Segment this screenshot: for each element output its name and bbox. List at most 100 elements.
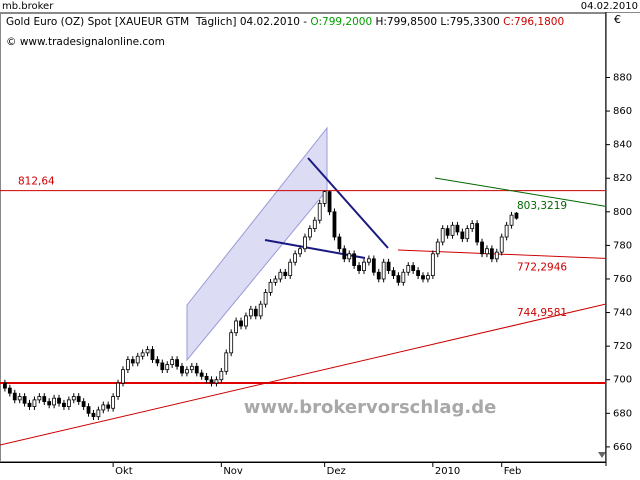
y-tick-label: 760: [613, 274, 632, 285]
candle-body: [32, 399, 37, 407]
y-tick-label: 880: [613, 72, 632, 83]
candle-body: [317, 203, 322, 221]
candle-body: [7, 387, 12, 394]
candle-body: [450, 224, 455, 236]
candle-body: [189, 365, 194, 371]
candle-body: [101, 404, 106, 411]
candle-body: [135, 355, 140, 364]
candle-body: [401, 271, 406, 283]
candle-body: [367, 258, 371, 263]
candle-body: [357, 265, 361, 271]
y-tick-label: 860: [613, 106, 632, 117]
x-tick-label: 2010: [435, 466, 460, 477]
candle-body: [52, 397, 57, 406]
candle-body: [278, 271, 283, 280]
subtitle: © www.tradesignalonline.com: [6, 36, 165, 48]
candle-body: [312, 219, 317, 230]
candle-body: [219, 370, 224, 381]
title-part: Gold Euro (OZ) Spot [XAUEUR GTM Täglich]…: [6, 16, 310, 28]
candle-body: [150, 349, 155, 360]
candle-body: [37, 396, 42, 401]
candle-body: [121, 369, 125, 384]
candle-body: [130, 359, 135, 364]
candle-body: [322, 191, 327, 204]
x-tick-label: Okt: [115, 466, 133, 477]
candle-body: [229, 332, 234, 354]
annotation-label: 812,64: [18, 176, 55, 188]
candle-body: [504, 224, 509, 238]
candle-body: [268, 281, 273, 293]
candle-body: [303, 236, 307, 250]
annotation-label: 744,9581: [517, 307, 567, 319]
candle-body: [475, 223, 480, 243]
candle-body: [17, 396, 22, 401]
y-tick-label: 680: [613, 408, 632, 419]
scroll-arrow[interactable]: [598, 452, 606, 458]
y-unit: €: [614, 13, 621, 26]
candle-body: [293, 253, 298, 263]
candle-body: [396, 275, 401, 283]
candle-body: [509, 214, 514, 226]
watermark: www.brokervorschlag.de: [244, 397, 497, 418]
candle-body: [258, 303, 263, 317]
candle-body: [337, 236, 342, 250]
y-tick-label: 660: [613, 442, 632, 453]
y-tick-label: 700: [613, 375, 632, 386]
candle-body: [91, 412, 96, 418]
title-part: L:795,3300: [437, 16, 500, 28]
candle-body: [298, 248, 302, 255]
x-tick-label: Dez: [327, 466, 346, 477]
candle-body: [430, 253, 435, 277]
candle-body: [185, 369, 189, 374]
candle-body: [273, 278, 278, 283]
candle-body: [42, 396, 47, 402]
candle-body: [209, 379, 214, 384]
annotation-line: [0, 303, 606, 446]
candle-body: [499, 236, 504, 253]
x-tick-label: Feb: [504, 466, 522, 477]
candle-body: [342, 248, 347, 260]
window-date: 04.02.2010: [581, 1, 638, 12]
y-tick-label: 720: [613, 341, 632, 352]
trend-channel: [186, 126, 328, 362]
candle-body: [371, 258, 376, 273]
candle-body: [96, 409, 101, 418]
candle-body: [376, 271, 381, 280]
y-tick-label: 780: [613, 240, 632, 251]
annotation-label: 772,2946: [517, 261, 567, 273]
candle-body: [86, 406, 91, 414]
candle-body: [66, 399, 71, 407]
candle-body: [283, 271, 288, 277]
candle-body: [12, 392, 17, 401]
candle-body: [22, 396, 27, 404]
candle-body: [288, 261, 293, 277]
annotation-line: [434, 177, 606, 207]
candle-body: [362, 261, 366, 271]
y-tick-label: 800: [613, 207, 632, 218]
candle-body: [352, 253, 357, 266]
candle-body: [445, 228, 450, 236]
candle-body: [140, 352, 145, 357]
window-title: mb.broker: [2, 1, 54, 12]
candle-body: [155, 359, 160, 364]
candle-body: [111, 396, 116, 409]
candle-body: [62, 402, 66, 407]
candle-body: [416, 270, 420, 277]
title-part: C:796,1800: [500, 16, 564, 28]
candle-body: [170, 359, 175, 366]
candle-body: [435, 241, 440, 255]
candle-body: [489, 248, 494, 260]
candle-body: [224, 352, 229, 372]
chart-title: Gold Euro (OZ) Spot [XAUEUR GTM Täglich]…: [6, 16, 564, 28]
candle-body: [145, 349, 150, 354]
candle-body: [421, 275, 425, 280]
candle-body: [327, 191, 332, 213]
candle-body: [116, 382, 120, 397]
candle-body: [485, 248, 489, 255]
candle-body: [194, 365, 199, 374]
candle-body: [494, 251, 499, 260]
y-tick-label: 840: [613, 140, 632, 151]
candle-body: [248, 308, 253, 317]
